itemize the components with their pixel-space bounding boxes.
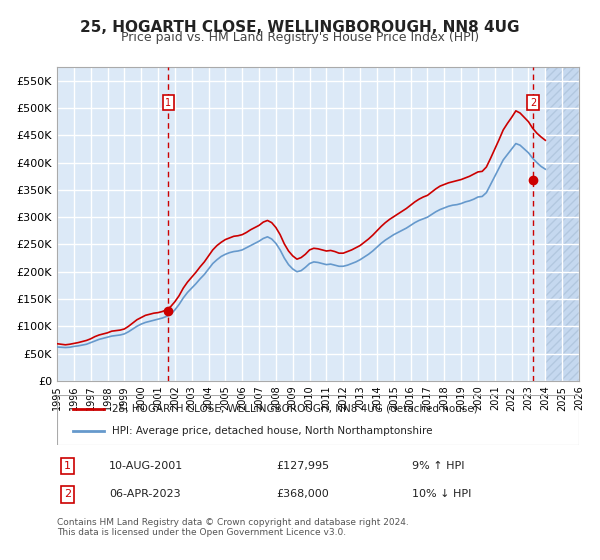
Text: 2: 2 bbox=[64, 489, 71, 500]
Text: 25, HOGARTH CLOSE, WELLINGBOROUGH, NN8 4UG (detached house): 25, HOGARTH CLOSE, WELLINGBOROUGH, NN8 4… bbox=[112, 404, 478, 414]
Text: 25, HOGARTH CLOSE, WELLINGBOROUGH, NN8 4UG: 25, HOGARTH CLOSE, WELLINGBOROUGH, NN8 4… bbox=[80, 20, 520, 35]
Text: HPI: Average price, detached house, North Northamptonshire: HPI: Average price, detached house, Nort… bbox=[112, 426, 433, 436]
Text: Contains HM Land Registry data © Crown copyright and database right 2024.
This d: Contains HM Land Registry data © Crown c… bbox=[57, 518, 409, 538]
Text: 9% ↑ HPI: 9% ↑ HPI bbox=[412, 461, 464, 471]
Text: 2: 2 bbox=[530, 97, 536, 108]
Text: £127,995: £127,995 bbox=[276, 461, 329, 471]
Text: 10-AUG-2001: 10-AUG-2001 bbox=[109, 461, 184, 471]
Bar bbox=[545, 67, 579, 381]
Text: 1: 1 bbox=[165, 97, 171, 108]
Text: 10% ↓ HPI: 10% ↓ HPI bbox=[412, 489, 472, 500]
Text: 1: 1 bbox=[64, 461, 71, 471]
Text: Price paid vs. HM Land Registry's House Price Index (HPI): Price paid vs. HM Land Registry's House … bbox=[121, 31, 479, 44]
Text: 06-APR-2023: 06-APR-2023 bbox=[109, 489, 181, 500]
Text: £368,000: £368,000 bbox=[276, 489, 329, 500]
